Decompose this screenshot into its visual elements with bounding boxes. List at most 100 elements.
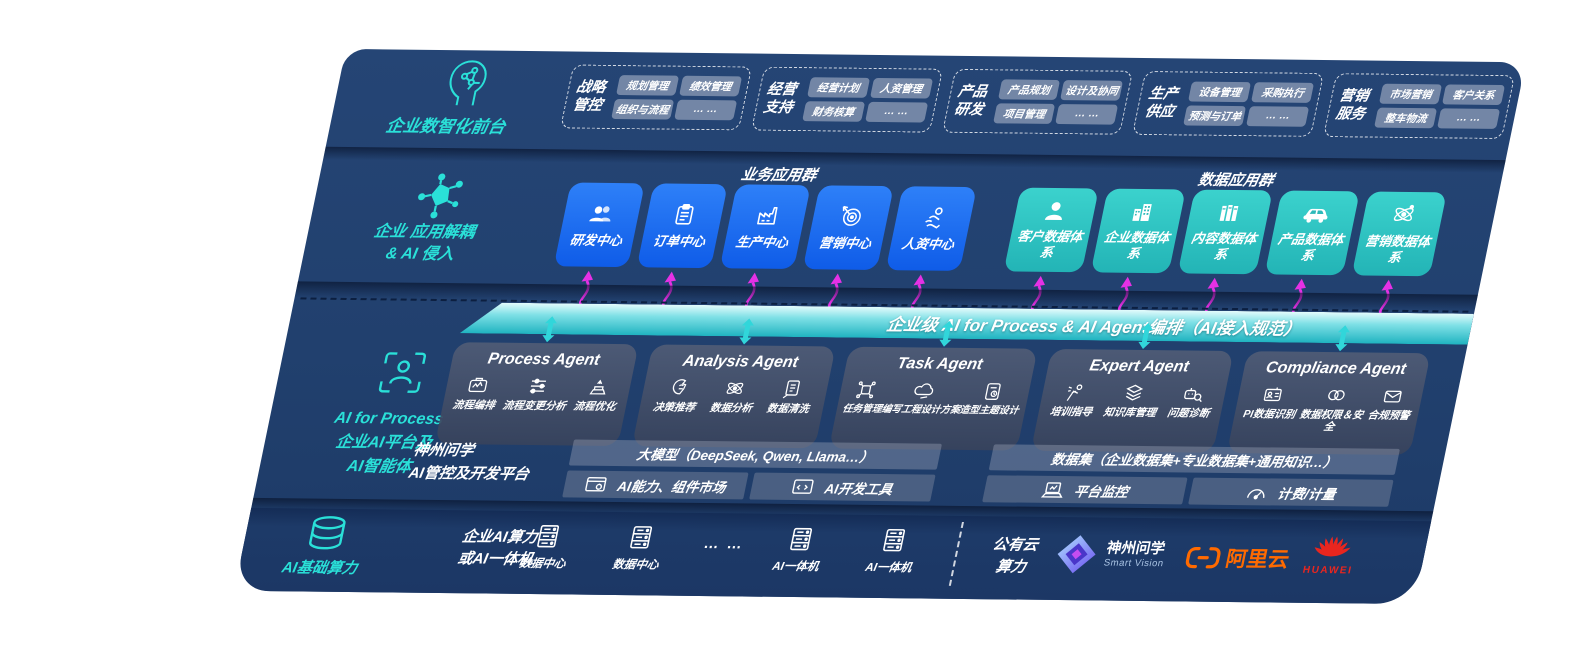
platform-right: 数据集（企业数据集+专业数据集+通用知识…） 平台监控 计费/计量 [982,444,1400,507]
agent-item: 知识库管理 [1102,382,1162,420]
double-arrow-icon [1335,325,1350,352]
styling-tablet-icon [985,383,1001,400]
agent-card-task: Task Agent 任务管理 编写工程设计方案 造型主题设计 [828,320,1038,451]
agent-item: 造型主题设计 [958,380,1024,417]
group-chip: 绩效管理 [678,75,742,97]
compute-node-datacenter: 数据中心 [501,523,591,572]
compute-node-ai-appliance: AI一体机 [754,526,844,575]
sliders-icon [530,378,547,394]
compute-node-datacenter: 数据中心 [594,524,684,573]
data-card-enterprise: 企业数据体系 [1090,188,1186,315]
data-card-marketing: 营销数据体系 [1351,191,1447,318]
factory-icon [757,206,778,225]
clipboard-icon [675,203,694,225]
id-card-icon [1264,387,1283,402]
agent-item: 培训指导 [1049,381,1099,418]
agent-item: 编写工程设计方案 [880,379,965,416]
atom-icon [1393,205,1414,222]
target-icon [842,206,861,227]
molecule-icon [418,173,463,219]
aliyun-bracket-icon [1185,547,1221,569]
data-card-product: 产品数据体系 [1264,190,1360,317]
agent-item: 数据清洗 [766,378,816,415]
optimize-stack-icon [589,379,606,395]
front-group-operation: 经营 支持 经营计划 人资管理 财务核算 … … [750,66,943,133]
double-arrow-icon [938,320,954,347]
app-card-marketing-center: 营销中心 [802,185,894,312]
front-group-product: 产品 研发 产品规划 设计及协同 项目管理 … … [941,68,1134,135]
double-arrow-icon [1138,323,1153,349]
devtool-chip: AI开发工具 [749,472,936,502]
group-chip: … … [864,101,928,123]
group-title: 产品 研发 [952,83,989,119]
section-divider [948,521,964,586]
agent-item: 数据分析 [709,377,759,415]
smart-vision-diamond-icon [1057,535,1096,574]
group-chip: 规划管理 [616,75,680,96]
billing-chip: 计费/计量 [1188,477,1394,507]
component-market-icon [585,476,607,492]
group-title: 战略 管控 [571,79,608,114]
group-chip: 客户关系 [1442,84,1506,106]
group-chip: 设备管理 [1188,81,1252,103]
group-title: 生产 供应 [1143,85,1180,121]
group-chip: 人资管理 [869,77,933,99]
app-card-order-center: 订单中心 [636,183,728,310]
hr-person-icon [924,207,943,229]
agent-item: 流程变更分析 [501,375,572,413]
group-chip: … … [673,99,737,121]
compute-node-ai-appliance: AI一体机 [847,527,937,576]
smart-vision-logo: 神州问学 Smart Vision [1051,533,1169,576]
decision-head-icon [673,379,687,395]
task-nodes-icon [856,381,876,399]
group-chip: … … [1246,106,1310,127]
double-arrow-icon [739,318,755,345]
server-icon [790,527,813,551]
training-icon [1066,384,1083,401]
huawei-logo: HUAWEI [1302,526,1362,576]
person-icon [1044,202,1062,221]
group-chip: 采购执行 [1251,82,1315,103]
agent-item: 流程优化 [572,376,622,413]
monitor-chip: 平台监控 [982,475,1188,505]
public-cloud-label: 公有云 算力 [991,536,1040,576]
workflow-icon [468,377,488,393]
data-card-customer: 客户数据体系 [1003,187,1099,314]
ellipsis-label: … … [702,535,746,553]
cloud-design-icon [914,383,933,399]
group-chip: 产品规划 [997,79,1061,100]
double-arrow-icon [542,316,558,343]
platform-label: 神州问学 AI管控及开发平台 [407,441,531,483]
agent-card-expert: Expert Agent 培训指导 知识库管理 问题诊断 [1030,323,1235,453]
group-chip: 市场营销 [1379,83,1443,105]
people-icon [589,206,611,222]
digital-brain-icon [449,60,487,106]
group-chip: … … [1055,104,1119,125]
front-group-strategy: 战略 管控 规划管理 绩效管理 组织与流程 … … [560,64,752,131]
group-chip: 整车物流 [1374,107,1438,129]
server-icon [630,526,653,549]
agent-cards: Process Agent 流程编排 流程变更分析 流程优化 Analysis … [434,316,1431,456]
app-card-production-center: 生产中心 [719,184,811,311]
platform-left: 大模型（DeepSeek, Qwen, Llama…） AI能力、组件市场 AI… [562,439,943,502]
agent-item: 任务管理 [841,379,888,416]
group-chip: 财务核算 [801,101,865,122]
server-icon [537,525,560,548]
front-office-groups: 战略 管控 规划管理 绩效管理 组织与流程 … … 经营 支持 经营计划 人资管理 … [560,64,1516,140]
data-apps: 客户数据体系 企业数据体系 内容数据体系 [1003,187,1447,318]
front-group-marketing: 营销 服务 市场营销 客户关系 整车物流 … … [1323,73,1516,140]
data-card-content: 内容数据体系 [1177,189,1273,316]
aliyun-logo: 阿里云 [1182,543,1292,574]
agent-card-analysis: Analysis Agent 决策推荐 数据分析 数据清洗 [631,318,836,449]
model-bar: 大模型（DeepSeek, Qwen, Llama…） [568,439,943,470]
capability-market-chip: AI能力、组件市场 [562,470,749,500]
group-chip: … … [1437,108,1501,129]
agent-item: 决策推荐 [652,377,702,414]
agent-card-compliance: Compliance Agent PI数据识别 数据权限＆安全 合规预警 [1227,325,1431,456]
group-chip: 设计及协同 [1060,80,1124,101]
linked-rings-icon [1327,390,1345,401]
business-apps: 研发中心 订单中心 生产中心 [553,182,977,313]
diagram-panel: 企业数智化前台 战略 管控 规划管理 绩效管理 组织与流程 … … 经营 支持 经营… [234,48,1526,605]
compute-band: AI基础算力 企业AI算力 或AI一体机 数据中心 数据中心 … … AI一体机… [234,507,1432,605]
